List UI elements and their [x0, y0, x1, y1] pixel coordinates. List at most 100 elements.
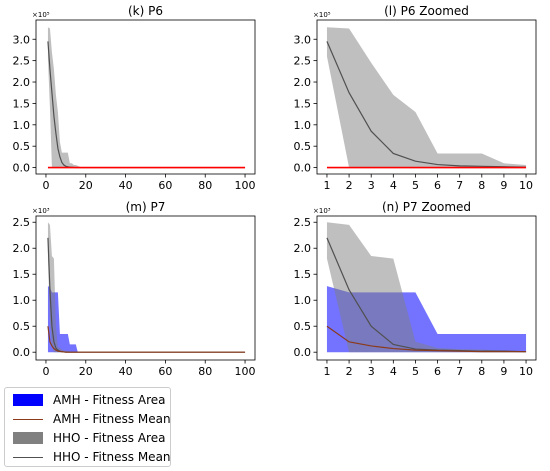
x-tick-label: 3 [368, 179, 375, 192]
y-tick-label: 1.5 [13, 97, 31, 110]
x-tick-label: 4 [390, 179, 397, 192]
amh-mean-line [47, 326, 246, 353]
y-tick-label: 0.5 [294, 320, 312, 333]
legend-label-hho-area: HHO - Fitness Area [53, 431, 166, 445]
x-tick-label: 2 [346, 365, 353, 378]
x-tick-label: 10 [519, 179, 533, 192]
hho-area-band [326, 27, 527, 168]
x-tick-label: 9 [500, 179, 507, 192]
x-tick-label: 0 [42, 365, 49, 378]
y-offset-label: ×10³ [32, 207, 50, 215]
hho-area-band [47, 222, 246, 353]
x-tick-label: 8 [478, 365, 485, 378]
x-tick-label: 1 [323, 179, 330, 192]
subplot-m: 0 20 40 60 80 100 0.0 0.5 1.0 1.5 2.0 2.5 (m) P7 ×10³ [13, 200, 256, 378]
y-tick-label: 1.0 [13, 119, 31, 132]
x-tick-label: 5 [412, 365, 419, 378]
x-tick-label: 1 [323, 365, 330, 378]
y-tick-label: 2.0 [294, 76, 312, 89]
y-tick-label: 1.0 [294, 119, 312, 132]
subplot-title: (k) P6 [128, 4, 163, 18]
plot-frame-n [316, 215, 537, 361]
subplot-l: 1 2 3 4 5 6 7 8 9 10 0.0 0.5 1.0 1.5 2.0 2.5 3.0 (l) P6 Z… [294, 4, 537, 192]
x-tick-label: 100 [235, 179, 256, 192]
hho-mean-line [47, 41, 246, 169]
x-tick-label: 40 [119, 365, 133, 378]
y-offset-label: ×10⁵ [313, 11, 331, 19]
legend-item-hho-mean: HHO - Fitness Mean [13, 449, 171, 465]
amh-mean-line [326, 325, 527, 353]
plot-area-l [326, 27, 527, 169]
hho-area-band [326, 222, 527, 353]
legend-label-amh-area: AMH - Fitness Area [53, 393, 166, 407]
plot-area-n [326, 222, 527, 353]
x-tick-label: 40 [119, 179, 133, 192]
amh-area-band [47, 286, 246, 353]
subplot-title: (n) P7 Zoomed [382, 200, 471, 214]
y-offset-label: ×10⁵ [32, 11, 50, 19]
y-tick-label: 1.0 [294, 294, 312, 307]
x-tick-label: 100 [235, 365, 256, 378]
plot-frame-m [35, 215, 256, 361]
y-tick-label: 3.0 [13, 33, 31, 46]
y-tick-label: 0.0 [13, 346, 31, 359]
legend-label-hho-mean: HHO - Fitness Mean [53, 450, 171, 464]
amh-area-swatch [13, 394, 43, 406]
x-tick-label: 8 [478, 179, 485, 192]
subplot-k: 0 20 40 60 80 100 0.0 0.5 1.0 1.5 2.0 2.5 3.0 (k) P6 ×… [13, 4, 256, 192]
legend-item-hho-area: HHO - Fitness Area [13, 430, 165, 446]
plot-frame-l [316, 19, 537, 175]
y-tick-label: 2.5 [294, 216, 312, 229]
y-tick-label: 0.5 [13, 320, 31, 333]
plot-frame-k [35, 19, 256, 175]
legend-item-amh-mean: AMH - Fitness Mean [13, 411, 171, 427]
y-tick-label: 0.0 [294, 162, 312, 175]
y-offset-label: ×10³ [313, 207, 331, 215]
hho-mean-line [47, 237, 246, 353]
x-tick-label: 9 [500, 365, 507, 378]
y-tick-label: 2.5 [13, 55, 31, 68]
x-tick-label: 80 [198, 179, 212, 192]
x-tick-label: 20 [79, 365, 93, 378]
x-tick-label: 3 [368, 365, 375, 378]
y-tick-label: 2.0 [13, 242, 31, 255]
x-tick-label: 60 [158, 365, 172, 378]
hho-area-band [47, 27, 246, 168]
y-tick-label: 2.0 [13, 76, 31, 89]
y-tick-label: 0.0 [13, 162, 31, 175]
subplot-n: 1 2 3 4 5 6 7 8 9 10 0.0 0.5 1.0 1.5 2.0 2.5 (n) P7 Zoom… [294, 200, 537, 378]
y-tick-label: 1.5 [13, 268, 31, 281]
x-tick-label: 60 [158, 179, 172, 192]
subplot-title: (m) P7 [126, 200, 166, 214]
y-tick-label: 2.0 [294, 242, 312, 255]
legend-label-amh-mean: AMH - Fitness Mean [53, 412, 171, 426]
hho-area-swatch [13, 432, 43, 444]
x-tick-label: 0 [42, 179, 49, 192]
x-tick-label: 7 [456, 365, 463, 378]
x-tick-label: 5 [412, 179, 419, 192]
amh-mean-swatch [13, 418, 43, 420]
y-tick-label: 3.0 [294, 33, 312, 46]
x-tick-label: 7 [456, 179, 463, 192]
x-tick-label: 4 [390, 365, 397, 378]
legend-item-amh-area: AMH - Fitness Area [13, 392, 166, 408]
x-tick-label: 6 [434, 365, 441, 378]
y-tick-label: 1.5 [294, 97, 312, 110]
x-tick-label: 10 [519, 365, 533, 378]
x-tick-label: 80 [198, 365, 212, 378]
y-tick-label: 0.0 [294, 346, 312, 359]
y-tick-label: 2.5 [13, 216, 31, 229]
y-tick-label: 1.5 [294, 268, 312, 281]
y-tick-label: 2.5 [294, 55, 312, 68]
plot-area-k [47, 27, 246, 169]
y-tick-label: 1.0 [13, 294, 31, 307]
y-tick-label: 0.5 [294, 140, 312, 153]
plot-area-m [47, 222, 246, 353]
y-tick-label: 0.5 [13, 140, 31, 153]
x-tick-label: 2 [346, 179, 353, 192]
x-tick-label: 6 [434, 179, 441, 192]
hho-mean-line [326, 41, 527, 168]
hho-mean-swatch [13, 456, 43, 458]
subplot-title: (l) P6 Zoomed [384, 4, 469, 18]
